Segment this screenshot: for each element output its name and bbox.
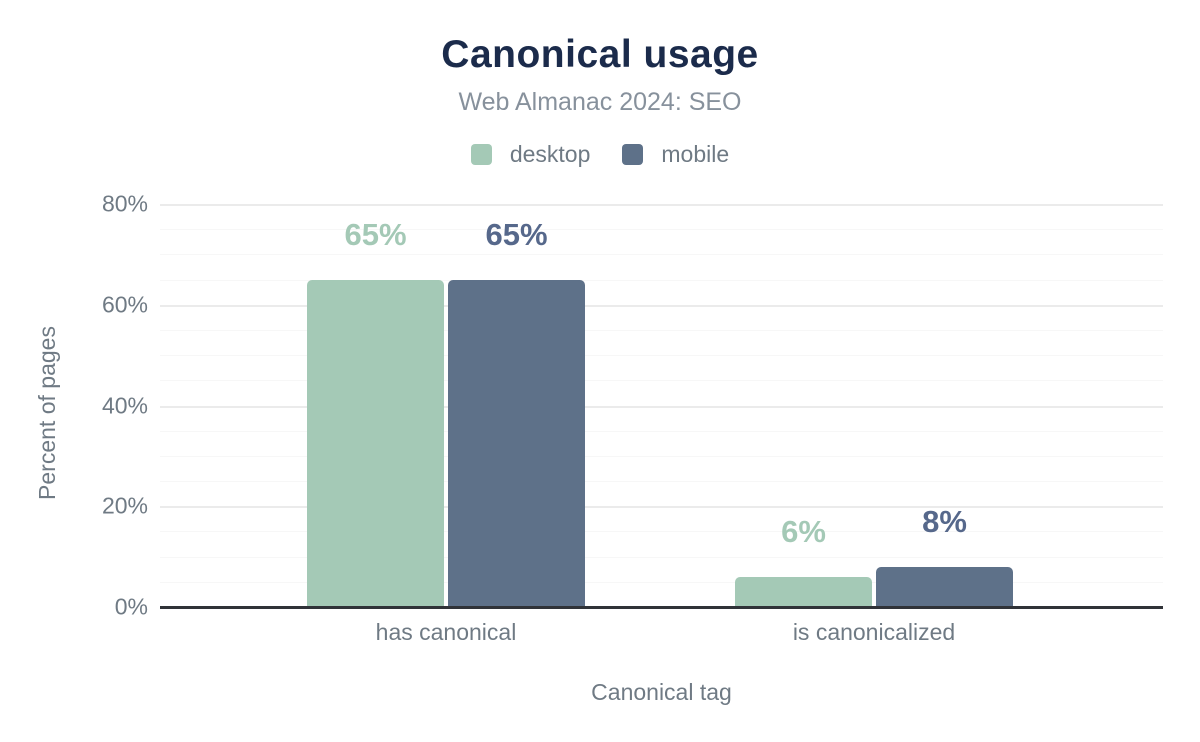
gridline-minor <box>160 431 1163 432</box>
gridline-minor <box>160 280 1163 281</box>
bar-value-label-desktop: 65% <box>344 217 407 252</box>
x-tick-label: has canonical <box>375 619 517 645</box>
bar-mobile-has-canonical[interactable] <box>448 280 585 607</box>
chart-subtitle: Web Almanac 2024: SEO <box>458 88 742 116</box>
legend-item-desktop[interactable]: desktop <box>470 141 591 168</box>
bar-desktop-has-canonical[interactable] <box>307 280 444 607</box>
gridline-minor <box>160 380 1163 381</box>
bar-value-label-desktop: 6% <box>781 514 826 549</box>
legend-swatch-mobile-icon <box>622 144 644 165</box>
gridline-minor <box>160 330 1163 331</box>
y-tick-label: 20% <box>101 492 148 519</box>
legend-item-mobile[interactable]: mobile <box>622 141 729 168</box>
gridline-major <box>160 204 1163 206</box>
gridline-minor <box>160 456 1163 457</box>
gridline-minor <box>160 557 1163 558</box>
legend: desktop mobile <box>0 141 1200 168</box>
gridline-minor <box>160 229 1163 230</box>
y-tick-label: 0% <box>114 593 148 620</box>
gridline-minor <box>160 531 1163 532</box>
x-axis-line <box>160 606 1163 609</box>
gridline-major <box>160 506 1163 508</box>
bar-desktop-is-canonicalized[interactable] <box>735 577 872 607</box>
gridline-minor <box>160 481 1163 482</box>
gridline-minor <box>160 254 1163 255</box>
bar-mobile-is-canonicalized[interactable] <box>876 567 1013 607</box>
legend-label-mobile: mobile <box>661 141 730 167</box>
x-tick-label: is canonicalized <box>792 619 956 645</box>
gridline-major <box>160 305 1163 307</box>
legend-label-desktop: desktop <box>509 141 591 167</box>
gridline-major <box>160 406 1163 408</box>
gridline-minor <box>160 582 1163 583</box>
chart-title: Canonical usage <box>441 33 759 76</box>
y-tick-label: 40% <box>101 392 148 419</box>
bar-value-label-mobile: 8% <box>922 504 967 539</box>
legend-swatch-desktop-icon <box>470 144 492 165</box>
y-tick-label: 80% <box>101 190 148 217</box>
x-axis-title: Canonical tag <box>591 679 732 705</box>
bar-value-label-mobile: 65% <box>485 217 548 252</box>
gridline-minor <box>160 355 1163 356</box>
y-tick-label: 60% <box>101 291 148 318</box>
